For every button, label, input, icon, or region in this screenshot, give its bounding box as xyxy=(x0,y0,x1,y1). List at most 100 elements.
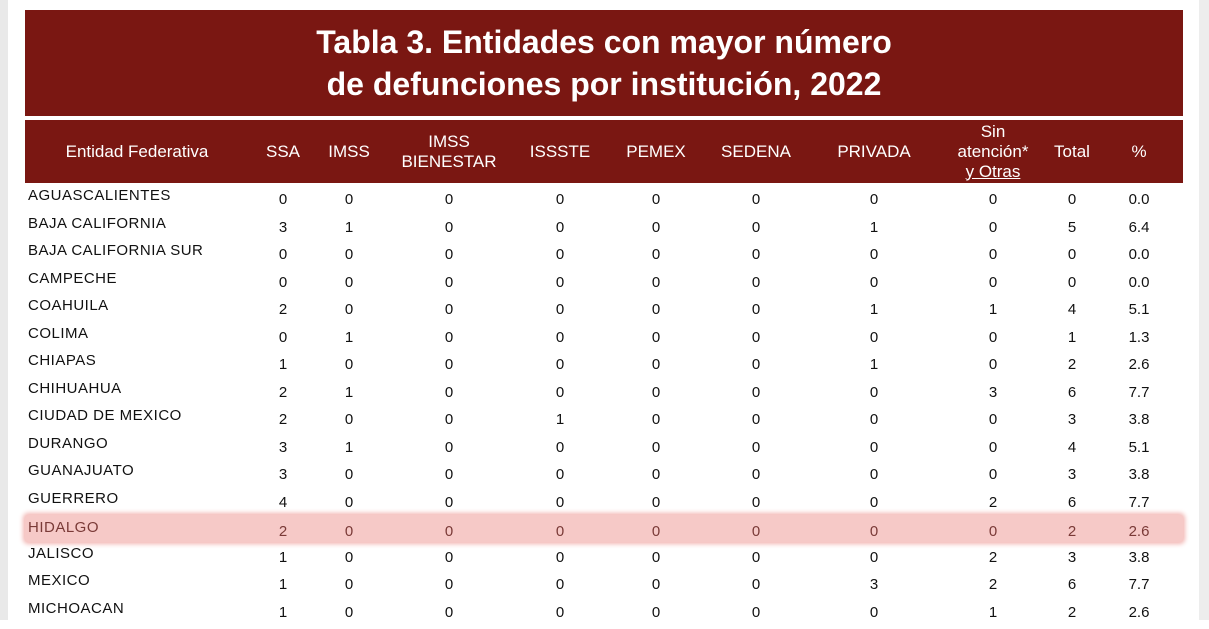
table-title-line-1: Tabla 3. Entidades con mayor número xyxy=(316,24,892,60)
cell-imss-bienestar: 0 xyxy=(444,576,454,593)
cell-sedena: 0 xyxy=(751,273,761,291)
cell-issste: 0 xyxy=(555,328,565,346)
cell-pemex: 0 xyxy=(651,466,661,483)
cell-issste: 0 xyxy=(555,438,565,456)
cell-privada: 1 xyxy=(869,218,879,236)
cell-imss: 0 xyxy=(344,356,354,373)
cell-sin-atencion: 0 xyxy=(988,466,998,483)
cell-total: 0 xyxy=(1067,191,1077,208)
cell-pemex: 0 xyxy=(651,548,661,566)
cell-pemex: 0 xyxy=(651,328,661,346)
cell-imss: 1 xyxy=(344,438,354,456)
cell-entity: BAJA CALIFORNIA xyxy=(28,214,167,232)
cell-sedena: 0 xyxy=(751,493,761,511)
table-row: COLIMA 0 1 0 0 0 0 0 0 1 1.3 xyxy=(25,321,1183,348)
column-header-issste: ISSSTE xyxy=(515,120,605,183)
cell-total: 2 xyxy=(1067,603,1077,621)
column-header-text: Sin xyxy=(980,121,1006,141)
cell-issste: 0 xyxy=(555,603,565,621)
cell-ssa: 3 xyxy=(278,466,288,483)
cell-sedena: 0 xyxy=(751,218,761,236)
column-header-sedena: SEDENA xyxy=(706,120,806,183)
cell-sedena: 0 xyxy=(751,603,761,621)
cell-percent: 7.7 xyxy=(1128,383,1150,401)
column-header-text: ISSSTE xyxy=(529,141,591,161)
cell-imss: 0 xyxy=(344,603,354,621)
table-row: CHIHUAHUA 2 1 0 0 0 0 0 3 6 7.7 xyxy=(25,376,1183,403)
cell-imss-bienestar: 0 xyxy=(444,548,454,566)
cell-sin-atencion: 1 xyxy=(988,301,998,318)
cell-issste: 1 xyxy=(555,411,565,428)
cell-pemex: 0 xyxy=(651,576,661,593)
cell-privada: 0 xyxy=(869,603,879,621)
cell-sin-atencion: 0 xyxy=(988,328,998,346)
cell-sedena: 0 xyxy=(751,411,761,428)
cell-privada: 1 xyxy=(869,356,879,373)
cell-percent: 0.0 xyxy=(1128,246,1150,263)
table-row: GUANAJUATO 3 0 0 0 0 0 0 0 3 3.8 xyxy=(25,458,1183,485)
table-row: BAJA CALIFORNIA SUR 0 0 0 0 0 0 0 0 0 0.0 xyxy=(25,238,1183,265)
cell-entity: JALISCO xyxy=(28,544,95,562)
table-row: MICHOACAN 1 0 0 0 0 0 0 1 2 2.6 xyxy=(25,596,1183,623)
cell-ssa: 0 xyxy=(278,246,288,263)
cell-imss-bienestar: 0 xyxy=(444,493,454,511)
cell-imss-bienestar: 0 xyxy=(444,301,454,318)
table-row: GUERRERO 4 0 0 0 0 0 0 2 6 7.7 xyxy=(25,486,1183,513)
cell-imss: 0 xyxy=(344,273,354,291)
cell-pemex: 0 xyxy=(651,301,661,318)
cell-total: 3 xyxy=(1067,548,1077,566)
cell-sin-atencion: 0 xyxy=(988,273,998,291)
cell-ssa: 1 xyxy=(278,356,288,373)
cell-percent: 0.0 xyxy=(1128,191,1150,208)
cell-pemex: 0 xyxy=(651,356,661,373)
cell-percent: 2.6 xyxy=(1128,356,1150,373)
cell-imss-bienestar: 0 xyxy=(444,603,454,621)
cell-total: 5 xyxy=(1067,218,1077,236)
cell-pemex: 0 xyxy=(651,603,661,621)
cell-total: 6 xyxy=(1067,576,1077,593)
cell-ssa: 3 xyxy=(278,438,288,456)
cell-entity: GUANAJUATO xyxy=(28,462,135,479)
cell-imss: 0 xyxy=(344,191,354,208)
cell-percent: 6.4 xyxy=(1128,218,1150,236)
cell-pemex: 0 xyxy=(651,523,661,540)
cell-sedena: 0 xyxy=(751,523,761,540)
cell-pemex: 0 xyxy=(651,411,661,428)
column-header-text: IMSS xyxy=(428,131,470,151)
right-scrollbar-track[interactable] xyxy=(1199,0,1209,620)
cell-entity: HIDALGO xyxy=(28,519,100,536)
cell-sedena: 0 xyxy=(751,246,761,263)
cell-pemex: 0 xyxy=(651,246,661,263)
cell-ssa: 0 xyxy=(278,191,288,208)
cell-entity: CAMPECHE xyxy=(28,269,118,287)
cell-imss: 1 xyxy=(344,218,354,236)
column-header-imss-bienestar: IMSS BIENESTAR xyxy=(384,120,514,183)
cell-percent: 5.1 xyxy=(1128,438,1150,456)
table-row: MEXICO 1 0 0 0 0 0 3 2 6 7.7 xyxy=(25,568,1183,595)
column-header-text: atención* xyxy=(957,141,1029,161)
column-header-text: BIENESTAR xyxy=(401,151,497,171)
cell-percent: 5.1 xyxy=(1128,301,1150,318)
cell-ssa: 2 xyxy=(278,523,288,540)
cell-entity: CIUDAD DE MEXICO xyxy=(28,407,182,424)
cell-issste: 0 xyxy=(555,383,565,401)
column-header-text: % xyxy=(1131,141,1147,161)
cell-sedena: 0 xyxy=(751,191,761,208)
cell-sedena: 0 xyxy=(751,328,761,346)
cell-issste: 0 xyxy=(555,493,565,511)
cell-pemex: 0 xyxy=(651,191,661,208)
cell-imss-bienestar: 0 xyxy=(444,523,454,540)
cell-sin-atencion: 0 xyxy=(988,218,998,236)
column-header-text: Total xyxy=(1054,141,1090,161)
cell-ssa: 2 xyxy=(278,301,288,318)
cell-percent: 1.3 xyxy=(1128,328,1150,346)
column-header-total: Total xyxy=(1042,120,1102,183)
cell-sedena: 0 xyxy=(751,438,761,456)
cell-imss-bienestar: 0 xyxy=(444,273,454,291)
cell-total: 3 xyxy=(1067,411,1077,428)
cell-ssa: 2 xyxy=(278,383,288,401)
cell-imss: 0 xyxy=(344,493,354,511)
table-header-row: Entidad Federativa SSA IMSS IMSS BIENESTAR IS… xyxy=(25,120,1183,183)
cell-imss: 0 xyxy=(344,548,354,566)
cell-percent: 3.8 xyxy=(1128,548,1150,566)
